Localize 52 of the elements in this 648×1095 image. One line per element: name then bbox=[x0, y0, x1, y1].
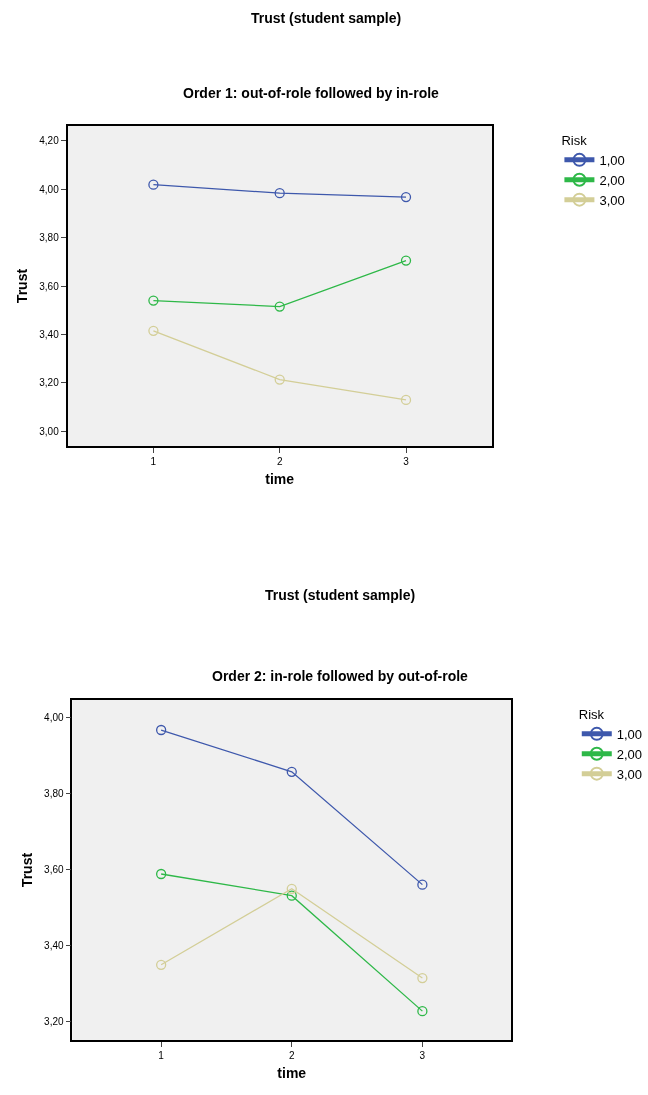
x-tick-label: 3 bbox=[403, 455, 410, 467]
point bbox=[274, 188, 285, 199]
point bbox=[286, 890, 297, 901]
point bbox=[156, 724, 167, 736]
point bbox=[400, 394, 412, 406]
point bbox=[417, 879, 428, 890]
point bbox=[274, 301, 285, 312]
y-tick-label: 3,80 bbox=[44, 787, 65, 799]
x-axis-title: time bbox=[265, 470, 295, 487]
point bbox=[286, 883, 297, 894]
y-axis-title: Trust bbox=[19, 852, 36, 888]
legend-label: 1,00 bbox=[616, 726, 643, 742]
point bbox=[148, 179, 159, 190]
y-tick-label: 3,40 bbox=[44, 939, 65, 951]
y-tick-label: 3,80 bbox=[39, 232, 60, 244]
chart-subtitle: Order 2: in-role followed by out-of-role bbox=[212, 668, 469, 684]
chart-subtitle: Order 1: out-of-role followed by in-role bbox=[183, 85, 440, 101]
legend-label: 3,00 bbox=[616, 766, 643, 782]
point bbox=[156, 868, 167, 880]
x-tick-label: 1 bbox=[158, 1049, 165, 1061]
x-tick-label: 1 bbox=[150, 455, 157, 467]
point bbox=[148, 295, 159, 306]
legend-title: Risk bbox=[578, 706, 605, 722]
y-tick-label: 4,20 bbox=[39, 135, 60, 147]
legend-label: 2,00 bbox=[616, 746, 643, 762]
y-tick-label: 3,60 bbox=[39, 280, 60, 292]
legend-label: 3,00 bbox=[599, 192, 625, 208]
x-tick-label: 2 bbox=[288, 1049, 295, 1061]
y-axis-title: Trust bbox=[14, 268, 31, 304]
y-tick-label: 4,00 bbox=[39, 183, 60, 195]
chart-title: Trust (student sample) bbox=[265, 587, 416, 603]
y-tick-label: 3,20 bbox=[39, 377, 60, 389]
x-tick-label: 3 bbox=[419, 1049, 426, 1061]
y-tick-label: 3,20 bbox=[44, 1015, 65, 1027]
point bbox=[417, 972, 428, 984]
chart-title: Trust (student sample) bbox=[251, 10, 402, 26]
y-tick-label: 4,00 bbox=[44, 711, 65, 723]
legend-label: 2,00 bbox=[599, 172, 625, 188]
y-tick-label: 3,00 bbox=[39, 425, 60, 437]
point bbox=[400, 191, 412, 203]
legend-title: Risk bbox=[561, 132, 588, 148]
x-tick-label: 2 bbox=[276, 455, 283, 467]
y-tick-label: 3,60 bbox=[44, 863, 65, 875]
point bbox=[274, 374, 285, 385]
point bbox=[400, 255, 412, 266]
point bbox=[148, 325, 159, 336]
point bbox=[286, 766, 297, 777]
x-axis-title: time bbox=[277, 1064, 307, 1081]
point bbox=[417, 1005, 428, 1017]
legend-label: 1,00 bbox=[599, 152, 625, 168]
y-tick-label: 3,40 bbox=[39, 328, 60, 340]
point bbox=[156, 959, 167, 970]
